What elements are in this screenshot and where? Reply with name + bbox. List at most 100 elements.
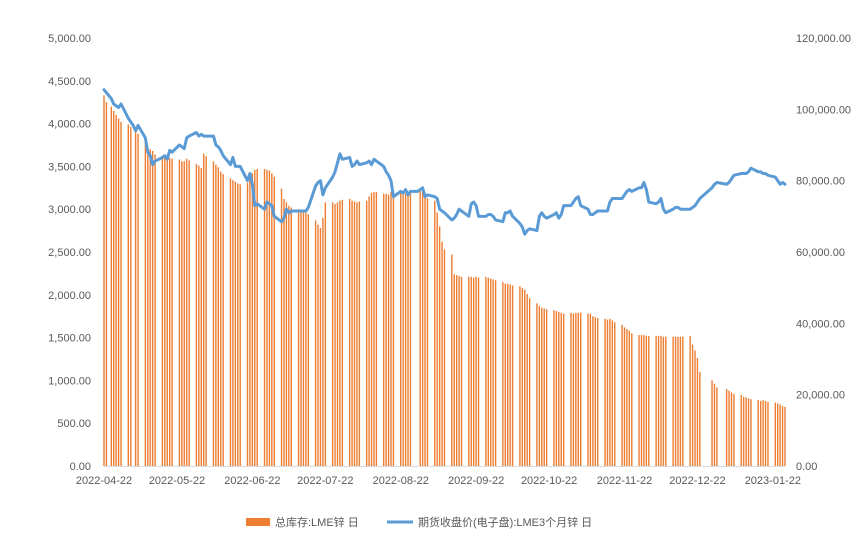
right-axis-tick-label: 40,000.00 [796, 318, 845, 330]
inventory-bar [511, 285, 514, 466]
inventory-bar [404, 193, 407, 467]
inventory-bar [487, 277, 489, 466]
inventory-bar [436, 212, 438, 466]
right-axis-tick-label: 60,000.00 [796, 247, 845, 259]
inventory-bar [604, 318, 606, 466]
inventory-bar [331, 202, 334, 466]
inventory-bar [203, 153, 205, 466]
inventory-bar [383, 193, 385, 467]
inventory-bar [246, 182, 249, 466]
inventory-bar [759, 400, 762, 466]
inventory-bar [592, 316, 594, 466]
inventory-bar [545, 309, 548, 466]
inventory-bar [283, 198, 285, 466]
inventory-bar [154, 154, 156, 467]
inventory-bar [105, 102, 108, 466]
inventory-bar [103, 95, 105, 466]
inventory-bar [336, 202, 339, 466]
inventory-bars [103, 95, 786, 467]
inventory-bar [266, 169, 268, 466]
inventory-bar [662, 336, 665, 466]
inventory-bar [648, 335, 650, 466]
inventory-bar [356, 202, 358, 466]
inventory-bar [626, 329, 628, 466]
inventory-bar [580, 312, 582, 466]
inventory-bar [348, 198, 351, 466]
left-axis-tick-label: 0.00 [70, 461, 91, 473]
inventory-bar [387, 194, 390, 466]
right-axis-tick-label: 120,000.00 [796, 33, 851, 45]
inventory-bar [453, 274, 455, 466]
x-axis-tick-label: 2022-05-22 [149, 475, 205, 487]
inventory-bar [674, 336, 677, 466]
inventory-bar [419, 189, 421, 466]
inventory-bar [623, 327, 626, 466]
inventory-bar [460, 276, 463, 466]
inventory-bar [614, 322, 616, 466]
inventory-bar [229, 178, 232, 466]
inventory-bar [421, 191, 424, 466]
inventory-bar [672, 336, 674, 466]
inventory-bar [144, 137, 147, 467]
inventory-bar [733, 394, 735, 466]
inventory-bar [368, 196, 370, 467]
right-axis-ticks: 0.00 20,000.00 40,000.00 60,000.00 80,000.00… [796, 33, 851, 473]
inventory-bar [115, 115, 117, 466]
inventory-bar [215, 164, 217, 466]
inventory-bar [509, 284, 511, 466]
inventory-bar [424, 195, 426, 466]
inventory-bar [302, 211, 305, 466]
inventory-bar [455, 275, 458, 466]
inventory-bar [441, 241, 443, 466]
inventory-bar [113, 110, 115, 466]
inventory-bar [553, 310, 555, 466]
inventory-bar [784, 406, 786, 466]
inventory-bar [696, 358, 699, 466]
inventory-bar [251, 173, 254, 466]
inventory-bar [631, 333, 633, 466]
inventory-bar [750, 399, 752, 466]
inventory-bar [640, 335, 643, 466]
inventory-bar [606, 319, 609, 466]
inventory-bar [757, 400, 759, 466]
inventory-bar [171, 158, 173, 466]
inventory-bar [280, 188, 283, 466]
inventory-bar [762, 400, 764, 466]
inventory-bar [263, 168, 266, 466]
left-axis-tick-label: 4,000.00 [48, 119, 91, 131]
inventory-bar [434, 200, 436, 466]
inventory-bar [205, 156, 207, 466]
right-axis-tick-label: 20,000.00 [796, 390, 845, 402]
inventory-bar [572, 313, 575, 466]
inventory-bar [365, 200, 368, 466]
inventory-bar [127, 124, 130, 467]
inventory-bar [643, 335, 645, 466]
inventory-bar [507, 283, 509, 466]
inventory-bar [767, 401, 769, 466]
inventory-bar [694, 350, 696, 466]
inventory-bar [528, 298, 531, 466]
inventory-bar [375, 192, 378, 466]
inventory-bar [402, 194, 404, 466]
inventory-bar [137, 133, 139, 466]
inventory-bar [558, 311, 560, 466]
inventory-bar [185, 158, 188, 466]
inventory-bar [256, 168, 258, 466]
inventory-bar [161, 156, 164, 467]
inventory-bar [621, 324, 623, 466]
x-axis-tick-label: 2022-12-22 [669, 475, 725, 487]
inventory-bar [655, 335, 657, 466]
inventory-bar [728, 390, 730, 466]
inventory-bar [609, 318, 611, 466]
inventory-bar [577, 312, 579, 466]
inventory-bar [249, 174, 251, 466]
inventory-bar [468, 276, 470, 466]
inventory-bar [392, 190, 395, 466]
inventory-bar [198, 165, 200, 467]
inventory-bar [524, 289, 526, 466]
inventory-bar [334, 204, 336, 466]
inventory-bar [288, 205, 290, 466]
inventory-bar [536, 303, 538, 466]
inventory-bar [538, 305, 541, 466]
